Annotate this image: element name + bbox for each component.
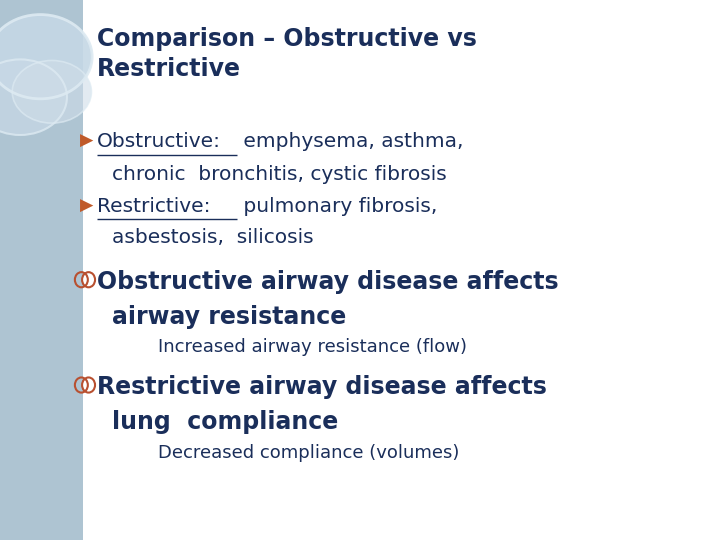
- FancyBboxPatch shape: [0, 0, 83, 540]
- Text: airway resistance: airway resistance: [112, 305, 346, 329]
- Text: Increased airway resistance (flow): Increased airway resistance (flow): [158, 338, 467, 355]
- Text: Decreased compliance (volumes): Decreased compliance (volumes): [158, 444, 460, 462]
- Text: ▶: ▶: [80, 197, 94, 215]
- Text: Obstructive:: Obstructive:: [97, 132, 221, 151]
- Ellipse shape: [0, 15, 92, 99]
- Ellipse shape: [0, 59, 67, 135]
- Text: emphysema, asthma,: emphysema, asthma,: [238, 132, 464, 151]
- Text: asbestosis,  silicosis: asbestosis, silicosis: [112, 228, 313, 247]
- Ellipse shape: [12, 60, 91, 123]
- Text: Comparison – Obstructive vs: Comparison – Obstructive vs: [97, 27, 477, 51]
- Text: pulmonary fibrosis,: pulmonary fibrosis,: [238, 197, 438, 216]
- Text: Restrictive airway disease affects: Restrictive airway disease affects: [97, 375, 547, 399]
- Text: Restrictive: Restrictive: [97, 57, 241, 80]
- Text: lung  compliance: lung compliance: [112, 410, 338, 434]
- Text: chronic  bronchitis, cystic fibrosis: chronic bronchitis, cystic fibrosis: [112, 165, 446, 184]
- Text: Restrictive:: Restrictive:: [97, 197, 211, 216]
- Text: ▶: ▶: [80, 132, 94, 150]
- Text: Obstructive airway disease affects: Obstructive airway disease affects: [97, 270, 559, 294]
